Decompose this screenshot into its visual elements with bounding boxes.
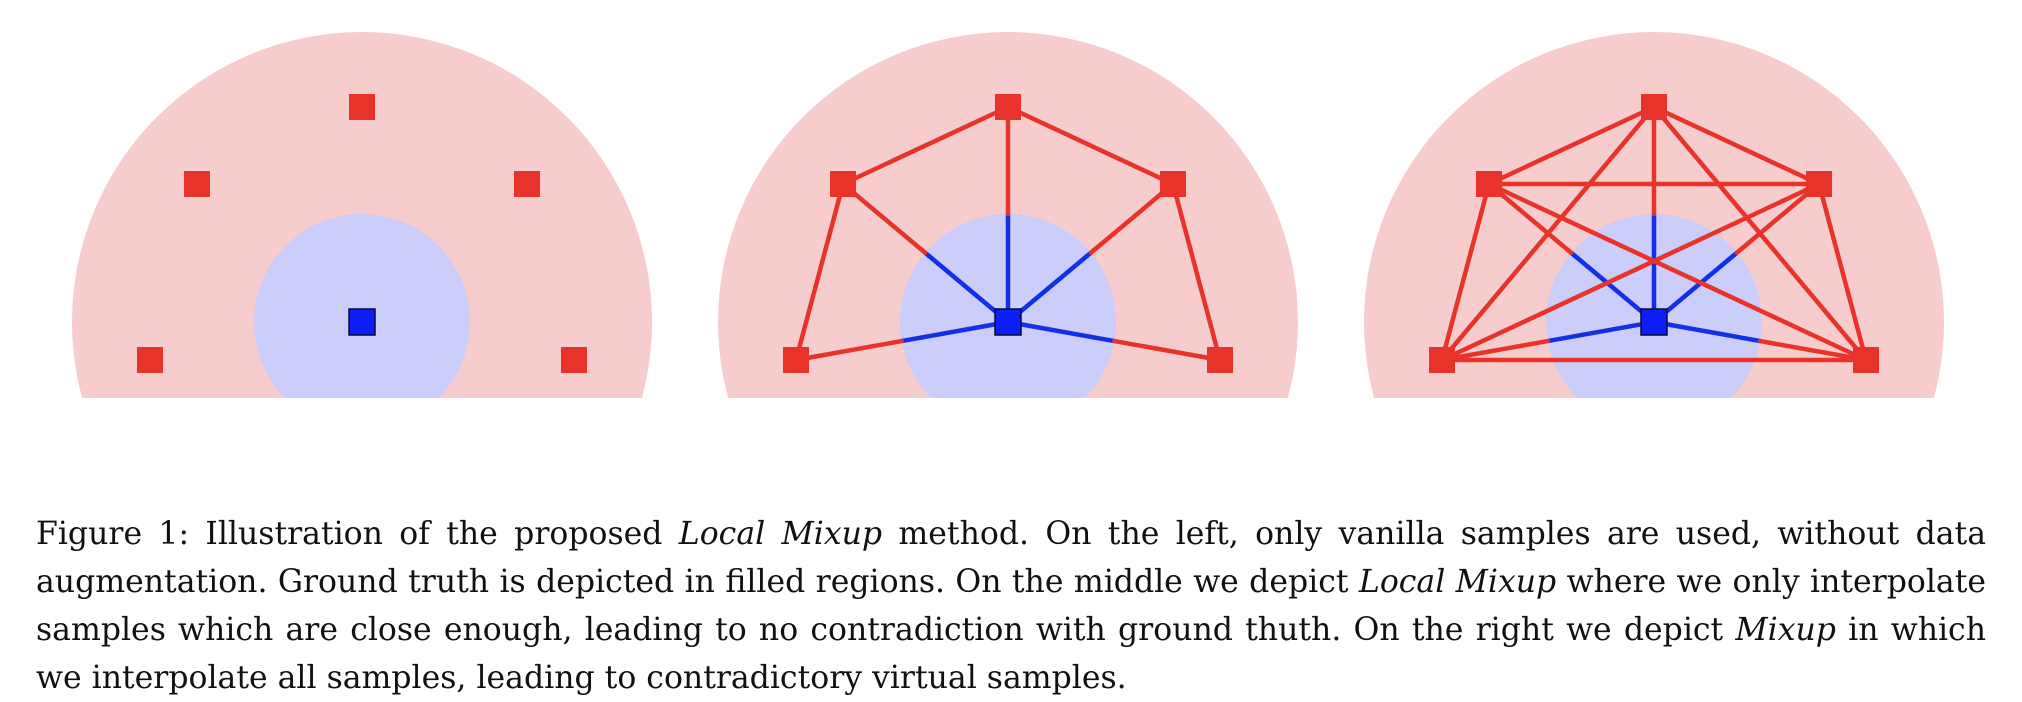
red-sample xyxy=(783,347,809,373)
edges xyxy=(1439,104,1869,363)
red-sample xyxy=(1641,94,1667,120)
edge-outside xyxy=(1088,181,1176,255)
edge-red xyxy=(840,104,1011,187)
red-sample xyxy=(995,94,1021,120)
red-sample xyxy=(1806,171,1832,197)
edge-red xyxy=(1651,104,1869,363)
red-sample xyxy=(561,347,587,373)
edge-red xyxy=(1170,181,1223,363)
edge-red xyxy=(1651,104,1822,187)
edge-red xyxy=(1439,181,1822,363)
edge-outside xyxy=(840,181,928,255)
red-sample xyxy=(514,171,540,197)
edge-red xyxy=(1439,181,1492,363)
edge-inside xyxy=(1651,250,1740,325)
red-sample xyxy=(1207,347,1233,373)
edge-red xyxy=(1816,181,1869,363)
edge-outside xyxy=(1758,338,1869,363)
red-sample xyxy=(184,171,210,197)
caption-part: in which we interpolate all samples, lea… xyxy=(36,611,1986,696)
caption-part-italic: Local Mixup xyxy=(1358,563,1557,600)
edge-red xyxy=(1486,181,1869,363)
edge-red xyxy=(1439,104,1657,363)
edge-inside xyxy=(1568,250,1657,325)
red-sample xyxy=(1476,171,1502,197)
edge-inside xyxy=(922,250,1011,325)
panel-vanilla xyxy=(72,32,652,398)
edge-red xyxy=(1486,104,1657,187)
red-sample xyxy=(830,171,856,197)
figure-illustration xyxy=(72,32,1944,398)
edge-red xyxy=(793,181,846,363)
edge-outside xyxy=(1486,181,1574,255)
edge-outside xyxy=(1734,181,1822,255)
edge-inside xyxy=(1545,319,1657,344)
edge-outside xyxy=(1112,338,1223,363)
red-sample xyxy=(1429,347,1455,373)
caption-part: where we only interpolate samples which … xyxy=(36,563,1987,648)
edge-red xyxy=(1005,104,1176,187)
caption-part-italic: Local Mixup xyxy=(678,515,883,552)
red-sample xyxy=(349,94,375,120)
edge-inside xyxy=(899,319,1011,344)
red-sample xyxy=(1853,347,1879,373)
inner-region xyxy=(254,214,470,398)
edge-inside xyxy=(1005,250,1094,325)
caption-part-italic: Mixup xyxy=(1735,611,1836,648)
red-sample xyxy=(137,347,163,373)
figure-caption: Figure 1: Illustration of the proposed L… xyxy=(36,510,1986,702)
edge-outside xyxy=(1439,338,1550,363)
blue-sample xyxy=(994,308,1022,336)
blue-sample xyxy=(1640,308,1668,336)
caption-part: method. On the left, only vanilla sample… xyxy=(36,515,1986,600)
panel-mixup xyxy=(1364,32,1944,398)
caption-part: Figure 1: Illustration of the proposed xyxy=(36,515,679,552)
panel-local-mixup xyxy=(718,32,1298,398)
edge-inside xyxy=(1651,319,1763,344)
edge-inside xyxy=(1005,319,1117,344)
blue-sample xyxy=(348,308,376,336)
red-sample xyxy=(1160,171,1186,197)
edges xyxy=(793,104,1223,363)
edge-outside xyxy=(793,338,904,363)
